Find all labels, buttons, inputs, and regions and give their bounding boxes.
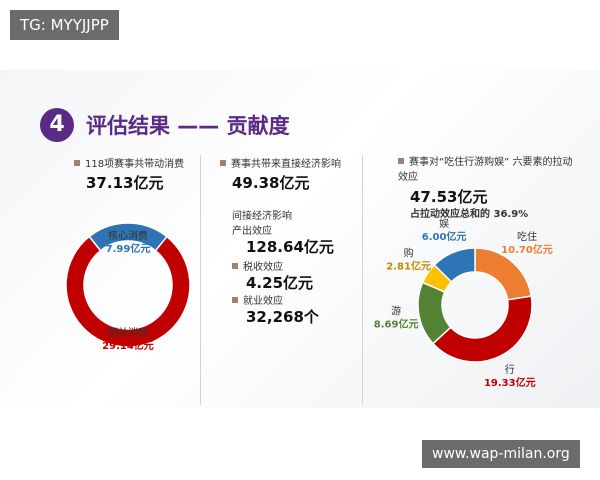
heading: 评估结果 —— 贡献度	[86, 114, 290, 138]
value: 4.25亿元	[246, 274, 314, 292]
share: 占拉动效应总和的 36.9%	[410, 209, 529, 220]
label: 间接经济影响	[232, 211, 292, 222]
label: 就业效应	[232, 292, 283, 307]
donut-segment	[433, 247, 476, 283]
donut-segment	[65, 235, 191, 348]
value-label: 8.69亿元	[374, 317, 419, 330]
value: 128.64亿元	[246, 238, 334, 256]
label: 税收效应	[232, 258, 283, 273]
category-label: 购	[404, 246, 414, 259]
category-label: 行	[505, 363, 515, 376]
category-label: 相关消费	[108, 326, 148, 339]
value: 32,268个	[246, 308, 319, 326]
watermark: TG: MYYJJPP	[10, 10, 119, 40]
label: 赛事对“吃住行游购娱” 六要素的拉动效应	[398, 155, 578, 185]
label: 118项赛事共带动消费	[74, 155, 184, 170]
total: 49.38亿元	[232, 174, 310, 192]
value-label: 19.33亿元	[484, 376, 536, 389]
value-label: 10.70亿元	[501, 243, 553, 256]
total: 47.53亿元	[410, 188, 488, 206]
divider	[362, 155, 363, 405]
value-label: 6.00亿元	[422, 230, 467, 243]
value-label: 7.99亿元	[106, 242, 151, 255]
category-label: 娱	[439, 217, 449, 230]
value-label: 2.81亿元	[386, 259, 431, 272]
category-label: 核心消费	[108, 229, 148, 242]
category-label: 游	[391, 304, 401, 317]
total: 37.13亿元	[86, 174, 164, 192]
badge: 4	[40, 108, 74, 142]
category-label: 吃住	[517, 230, 537, 243]
value-label: 29.14亿元	[102, 339, 154, 352]
label: 产出效应	[232, 226, 272, 237]
label: 赛事共带来直接经济影响	[220, 155, 341, 170]
donut-segment	[431, 295, 533, 363]
watermark: www.wap-milan.org	[422, 440, 580, 468]
divider	[200, 155, 201, 405]
